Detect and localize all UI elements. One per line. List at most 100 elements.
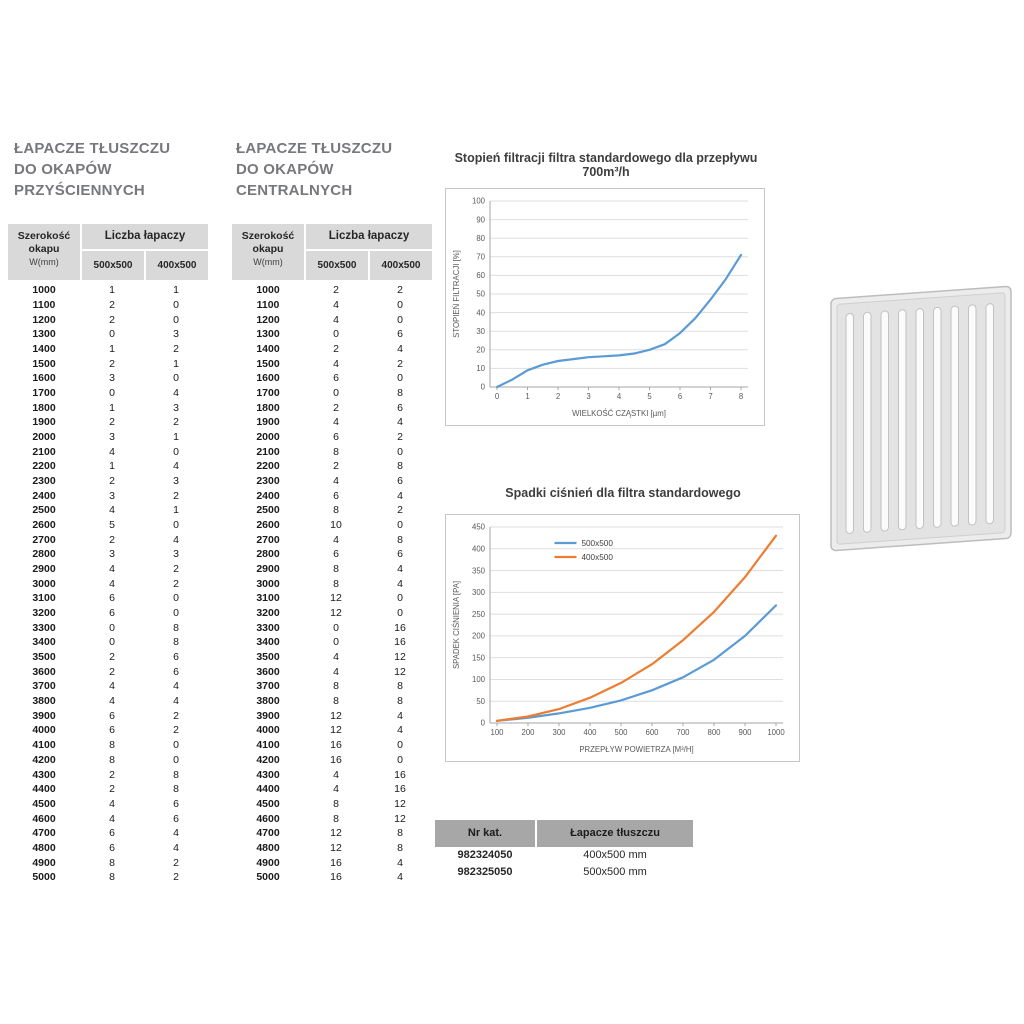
catalog-table-header: Nr kat. Łapacze tłuszczu [435, 820, 693, 847]
table-row: 4300 4 16 [232, 767, 432, 782]
count-500x500: 2 [333, 343, 339, 356]
count-400x500: 0 [397, 519, 403, 532]
table-row: 4100 8 0 [8, 738, 208, 753]
count-400x500: 0 [397, 313, 403, 326]
hood-width-value: 2200 [256, 460, 280, 473]
count-400x500: 6 [397, 548, 403, 561]
hood-width-value: 4900 [256, 856, 280, 869]
count-400x500: 0 [397, 607, 403, 620]
table-row: 1200 2 0 [8, 312, 208, 327]
baffle-filter-image [830, 285, 1012, 552]
table-row: 2700 4 8 [232, 532, 432, 547]
hood-width-value: 4900 [32, 856, 56, 869]
count-500x500: 0 [333, 636, 339, 649]
table-row: 4900 16 4 [232, 855, 432, 870]
count-500x500: 2 [109, 416, 115, 429]
count-500x500: 0 [109, 328, 115, 341]
count-400x500: 4 [397, 343, 403, 356]
title-line: ŁAPACZE TŁUSZCZU [14, 140, 171, 157]
table-row: 1800 2 6 [232, 400, 432, 415]
table-row: 3800 4 4 [8, 694, 208, 709]
count-400x500: 8 [173, 783, 179, 796]
table-row: 1300 0 6 [232, 327, 432, 342]
count-400x500: 0 [397, 445, 403, 458]
svg-text:900: 900 [738, 728, 752, 737]
svg-text:WIELKOŚĆ CZĄSTKI [µm]: WIELKOŚĆ CZĄSTKI [µm] [572, 409, 666, 418]
table-row: 4900 8 2 [8, 855, 208, 870]
svg-text:10: 10 [476, 364, 485, 373]
count-500x500: 8 [333, 797, 339, 810]
hood-width-value: 4400 [256, 783, 280, 796]
count-500x500: 2 [109, 651, 115, 664]
count-500x500: 1 [109, 284, 115, 297]
table-row: 1400 2 4 [232, 342, 432, 357]
table-row: 2700 2 4 [8, 532, 208, 547]
table-row: 2400 3 2 [8, 488, 208, 503]
count-400x500: 0 [173, 313, 179, 326]
hood-width-value: 2300 [32, 475, 56, 488]
hood-width-value: 2900 [256, 563, 280, 576]
count-500x500: 3 [109, 489, 115, 502]
count-500x500: 12 [330, 841, 342, 854]
svg-text:60: 60 [476, 271, 485, 280]
table-row: 2800 6 6 [232, 547, 432, 562]
table-row: 3700 8 8 [232, 679, 432, 694]
table-row: 2300 2 3 [8, 474, 208, 489]
table-row: 2900 4 2 [8, 562, 208, 577]
count-400x500: 2 [173, 343, 179, 356]
svg-text:8: 8 [739, 392, 743, 401]
count-400x500: 0 [173, 753, 179, 766]
count-400x500: 2 [397, 504, 403, 517]
count-500x500: 8 [333, 563, 339, 576]
count-400x500: 4 [173, 695, 179, 708]
hood-width-value: 4200 [32, 753, 56, 766]
svg-text:SPADEK CIŚNIENIA [PA]: SPADEK CIŚNIENIA [PA] [452, 581, 461, 669]
wall-hoods-section-title: ŁAPACZE TŁUSZCZU DO OKAPÓW PRZYŚCIENNYCH [14, 138, 170, 201]
count-500x500: 2 [109, 783, 115, 796]
hood-width-value: 4000 [256, 724, 280, 737]
svg-text:0: 0 [495, 392, 500, 401]
table-row: 2200 1 4 [8, 459, 208, 474]
title-line: CENTRALNYCH [236, 182, 353, 199]
hood-width-value: 3100 [256, 592, 280, 605]
hood-width-value: 1900 [256, 416, 280, 429]
svg-text:50: 50 [476, 697, 485, 706]
hood-width-value: 1500 [256, 357, 280, 370]
product-header: Łapacze tłuszczu [537, 820, 693, 847]
table-row: 2800 3 3 [8, 547, 208, 562]
table-row: 1600 3 0 [8, 371, 208, 386]
table-row: 4800 6 4 [8, 841, 208, 856]
count-500x500: 0 [109, 621, 115, 634]
table-row: 1400 1 2 [8, 342, 208, 357]
table-row: 3200 12 0 [232, 606, 432, 621]
count-500x500: 6 [109, 841, 115, 854]
hood-width-value: 3300 [32, 621, 56, 634]
table-row: 3100 12 0 [232, 591, 432, 606]
count-400x500: 2 [173, 724, 179, 737]
catalog-number: 982325050 [457, 866, 513, 878]
count-400x500: 2 [173, 856, 179, 869]
table-row: 2300 4 6 [232, 474, 432, 489]
count-400x500: 12 [394, 812, 406, 825]
count-400x500: 0 [397, 592, 403, 605]
count-500x500: 4 [333, 313, 339, 326]
count-500x500: 2 [109, 313, 115, 326]
filter-size: 500x500 mm [583, 866, 647, 878]
hood-width-value: 3200 [32, 607, 56, 620]
count-500x500: 12 [330, 724, 342, 737]
count-400x500: 2 [173, 709, 179, 722]
hood-width-value: 4700 [256, 827, 280, 840]
hood-width-value: 1300 [32, 328, 56, 341]
catcher-count-header: Liczba łapaczy 500x500 400x500 [82, 224, 208, 280]
table-row: 4400 2 8 [8, 782, 208, 797]
count-400x500: 4 [173, 387, 179, 400]
hood-width-value: 3100 [32, 592, 56, 605]
hood-width-header: Szerokość okapu W(mm) [8, 224, 80, 280]
table-row: 4700 12 8 [232, 826, 432, 841]
group-header: Liczba łapaczy [82, 224, 208, 249]
hood-width-value: 3900 [256, 709, 280, 722]
count-400x500: 4 [173, 533, 179, 546]
table-row: 4000 6 2 [8, 723, 208, 738]
size-500x500-header: 500x500 [82, 251, 144, 280]
count-400x500: 3 [173, 401, 179, 414]
